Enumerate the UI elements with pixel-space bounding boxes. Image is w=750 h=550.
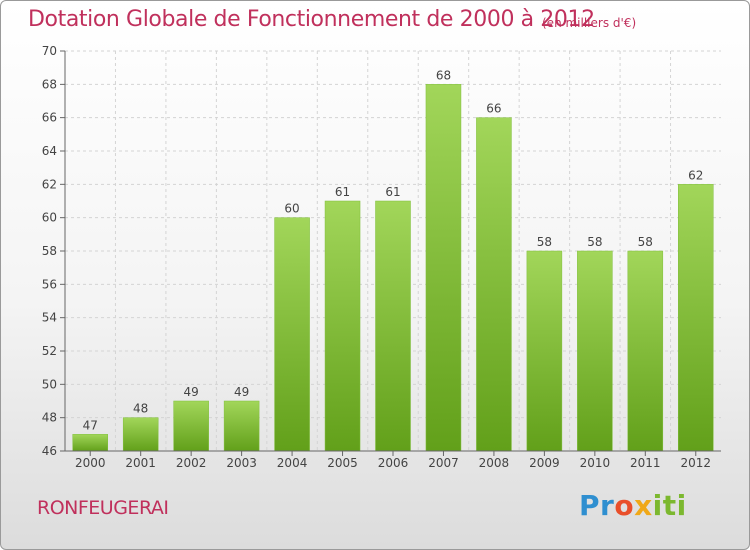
chart-subtitle: (en milliers d'€) bbox=[542, 16, 637, 30]
town-name: RONFEUGERAI bbox=[37, 497, 169, 519]
x-tick-label: 2011 bbox=[630, 456, 661, 470]
bar bbox=[526, 250, 563, 452]
bar bbox=[425, 84, 462, 452]
bar bbox=[324, 200, 361, 452]
data-label: 61 bbox=[335, 185, 350, 199]
x-tick-label: 2005 bbox=[327, 456, 358, 470]
data-label: 60 bbox=[284, 202, 299, 216]
y-tick-label: 50 bbox=[42, 377, 57, 391]
data-label: 47 bbox=[83, 418, 98, 432]
y-tick-label: 46 bbox=[42, 444, 57, 458]
x-tick-label: 2002 bbox=[176, 456, 207, 470]
y-tick-label: 58 bbox=[42, 244, 57, 258]
y-tick-label: 48 bbox=[42, 411, 57, 425]
x-tick-label: 2007 bbox=[428, 456, 459, 470]
logo-part: Pr bbox=[579, 489, 615, 522]
y-tick-label: 54 bbox=[42, 311, 57, 325]
y-tick-label: 60 bbox=[42, 211, 57, 225]
bar bbox=[476, 117, 512, 452]
logo-part: x bbox=[634, 489, 653, 522]
axes: 46 48 50 52 54 56 58 60 62 64 66 68 70 2000 2001 2002 20… bbox=[42, 44, 721, 470]
x-tick-label: 2003 bbox=[226, 456, 257, 470]
x-tick-label: 2004 bbox=[277, 456, 308, 470]
bar bbox=[375, 200, 411, 452]
x-tick-label: 2001 bbox=[125, 456, 156, 470]
data-label: 49 bbox=[234, 385, 249, 399]
y-tick-label: 66 bbox=[42, 111, 57, 125]
y-tick-label: 62 bbox=[42, 177, 57, 191]
x-tick-label: 2012 bbox=[680, 456, 711, 470]
data-label: 68 bbox=[436, 68, 451, 82]
data-label: 48 bbox=[133, 402, 148, 416]
bar bbox=[678, 184, 714, 452]
data-label: 61 bbox=[385, 185, 400, 199]
y-tick-label: 52 bbox=[42, 344, 57, 358]
logo-part: o bbox=[614, 489, 635, 522]
bar bbox=[627, 250, 664, 452]
y-tick-label: 64 bbox=[42, 144, 57, 158]
logo-part: iti bbox=[652, 489, 687, 522]
bar bbox=[223, 400, 260, 452]
x-tick-label: 2000 bbox=[75, 456, 106, 470]
data-label: 58 bbox=[587, 235, 602, 249]
chart-title: Dotation Globale de Fonctionnement de 20… bbox=[28, 7, 595, 32]
data-label: 66 bbox=[486, 102, 501, 116]
y-tick-label: 56 bbox=[42, 277, 57, 291]
data-label: 58 bbox=[638, 235, 653, 249]
bars: 47 48 49 49 60 61 61 68 66 58 58 58 62 bbox=[72, 68, 714, 452]
y-tick-label: 70 bbox=[42, 44, 57, 58]
x-tick-label: 2009 bbox=[529, 456, 560, 470]
bar bbox=[173, 400, 209, 452]
bar bbox=[577, 250, 613, 452]
x-tick-label: 2010 bbox=[580, 456, 611, 470]
bar bbox=[72, 434, 108, 452]
bar bbox=[122, 417, 159, 452]
data-label: 49 bbox=[184, 385, 199, 399]
bar bbox=[274, 217, 310, 452]
proxiti-logo[interactable]: Proxiti bbox=[579, 489, 687, 522]
x-tick-label: 2008 bbox=[479, 456, 510, 470]
data-label: 58 bbox=[537, 235, 552, 249]
data-label: 62 bbox=[688, 168, 703, 182]
x-tick-label: 2006 bbox=[378, 456, 409, 470]
y-tick-label: 68 bbox=[42, 77, 57, 91]
